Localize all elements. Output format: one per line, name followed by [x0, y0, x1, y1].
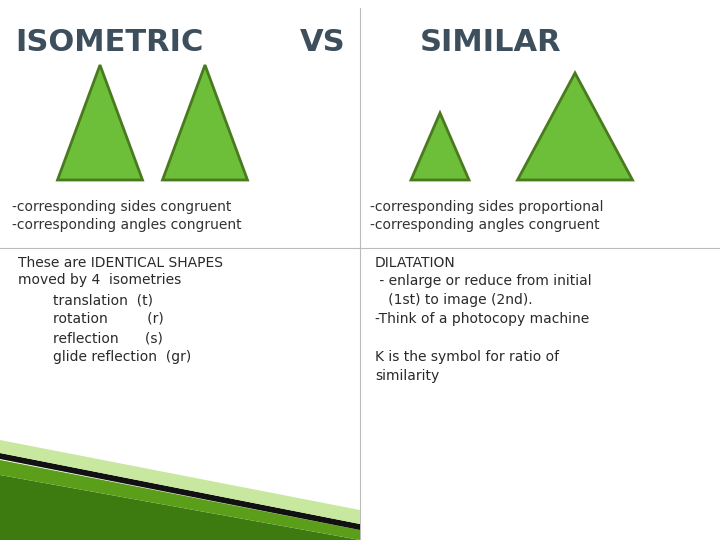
Polygon shape	[518, 73, 632, 180]
Polygon shape	[0, 475, 360, 540]
Text: These are IDENTICAL SHAPES: These are IDENTICAL SHAPES	[18, 256, 223, 270]
Polygon shape	[58, 65, 143, 180]
Text: SIMILAR: SIMILAR	[420, 28, 562, 57]
Text: - enlarge or reduce from initial: - enlarge or reduce from initial	[375, 274, 592, 288]
Text: glide reflection  (gr): glide reflection (gr)	[18, 350, 192, 364]
Text: DILATATION: DILATATION	[375, 256, 456, 270]
Text: K is the symbol for ratio of: K is the symbol for ratio of	[375, 350, 559, 364]
Polygon shape	[163, 65, 248, 180]
Text: moved by 4  isometries: moved by 4 isometries	[18, 273, 181, 287]
Text: -corresponding sides proportional: -corresponding sides proportional	[370, 200, 603, 214]
Text: VS: VS	[300, 28, 346, 57]
Polygon shape	[0, 440, 360, 524]
Text: -corresponding sides congruent: -corresponding sides congruent	[12, 200, 231, 214]
Text: -Think of a photocopy machine: -Think of a photocopy machine	[375, 312, 589, 326]
Text: ISOMETRIC: ISOMETRIC	[15, 28, 203, 57]
Text: (1st) to image (2nd).: (1st) to image (2nd).	[375, 293, 533, 307]
Text: reflection      (s): reflection (s)	[18, 331, 163, 345]
Text: -corresponding angles congruent: -corresponding angles congruent	[370, 218, 600, 232]
Text: rotation         (r): rotation (r)	[18, 312, 163, 326]
Text: translation  (t): translation (t)	[18, 293, 153, 307]
Text: -corresponding angles congruent: -corresponding angles congruent	[12, 218, 242, 232]
Polygon shape	[0, 460, 360, 540]
Text: similarity: similarity	[375, 369, 439, 383]
Polygon shape	[411, 113, 469, 180]
Polygon shape	[0, 453, 360, 530]
